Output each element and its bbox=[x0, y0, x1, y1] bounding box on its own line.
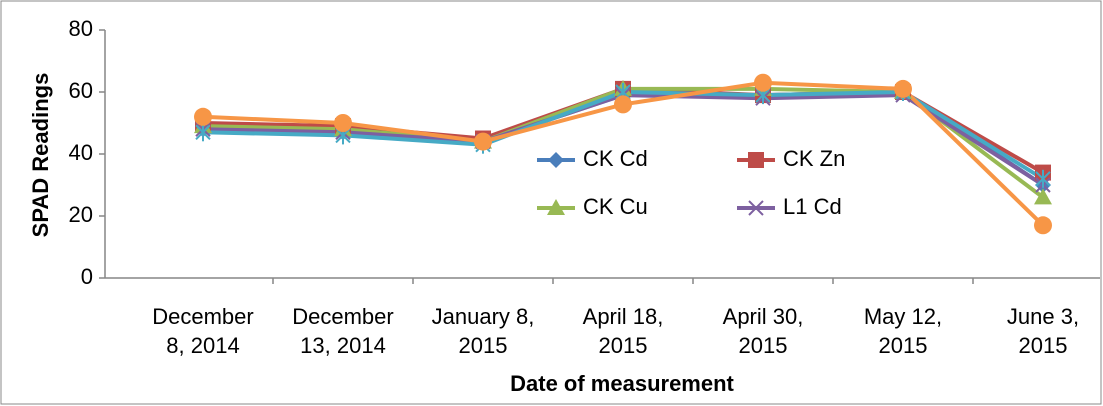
marker bbox=[474, 132, 492, 151]
x-tick-label: January 8, 2015 bbox=[431, 304, 535, 358]
legend-item: CK Zn bbox=[737, 146, 845, 171]
y-tick-label: 80 bbox=[69, 16, 93, 41]
marker bbox=[614, 95, 632, 114]
y-tick-label: 40 bbox=[69, 140, 93, 165]
marker bbox=[1034, 188, 1052, 205]
y-axis-title: SPAD Readings bbox=[28, 73, 53, 238]
marker bbox=[748, 152, 764, 168]
marker bbox=[547, 199, 565, 215]
x-tick-label: December 8, 2014 bbox=[152, 304, 254, 358]
legend-label: CK Zn bbox=[783, 146, 845, 171]
marker bbox=[1035, 169, 1051, 188]
legend-label: L1 Cd bbox=[783, 194, 842, 219]
legend-label: CK Cu bbox=[583, 194, 648, 219]
legend-item: CK Cu bbox=[537, 194, 648, 219]
x-tick-label: April 30, 2015 bbox=[722, 304, 804, 358]
marker bbox=[754, 73, 772, 92]
marker bbox=[194, 107, 212, 126]
legend-item: L1 Cd bbox=[737, 194, 842, 219]
x-tick-label: April 18, 2015 bbox=[582, 304, 664, 358]
x-tick-label: December 13, 2014 bbox=[292, 304, 394, 358]
marker bbox=[334, 114, 352, 132]
legend-item: CK Cd bbox=[537, 146, 648, 171]
y-tick-label: 20 bbox=[69, 202, 93, 227]
y-tick-label: 60 bbox=[69, 78, 93, 103]
marker bbox=[748, 200, 764, 216]
marker bbox=[1034, 216, 1052, 235]
marker bbox=[548, 152, 564, 168]
x-tick-label: May 12, 2015 bbox=[863, 304, 943, 358]
marker bbox=[894, 79, 912, 98]
x-axis-title: Date of measurement bbox=[510, 371, 734, 396]
x-tick-label: June 3, 2015 bbox=[1006, 304, 1080, 358]
marker bbox=[195, 123, 211, 142]
legend-label: CK Cd bbox=[583, 146, 648, 171]
y-tick-label: 0 bbox=[81, 264, 93, 289]
